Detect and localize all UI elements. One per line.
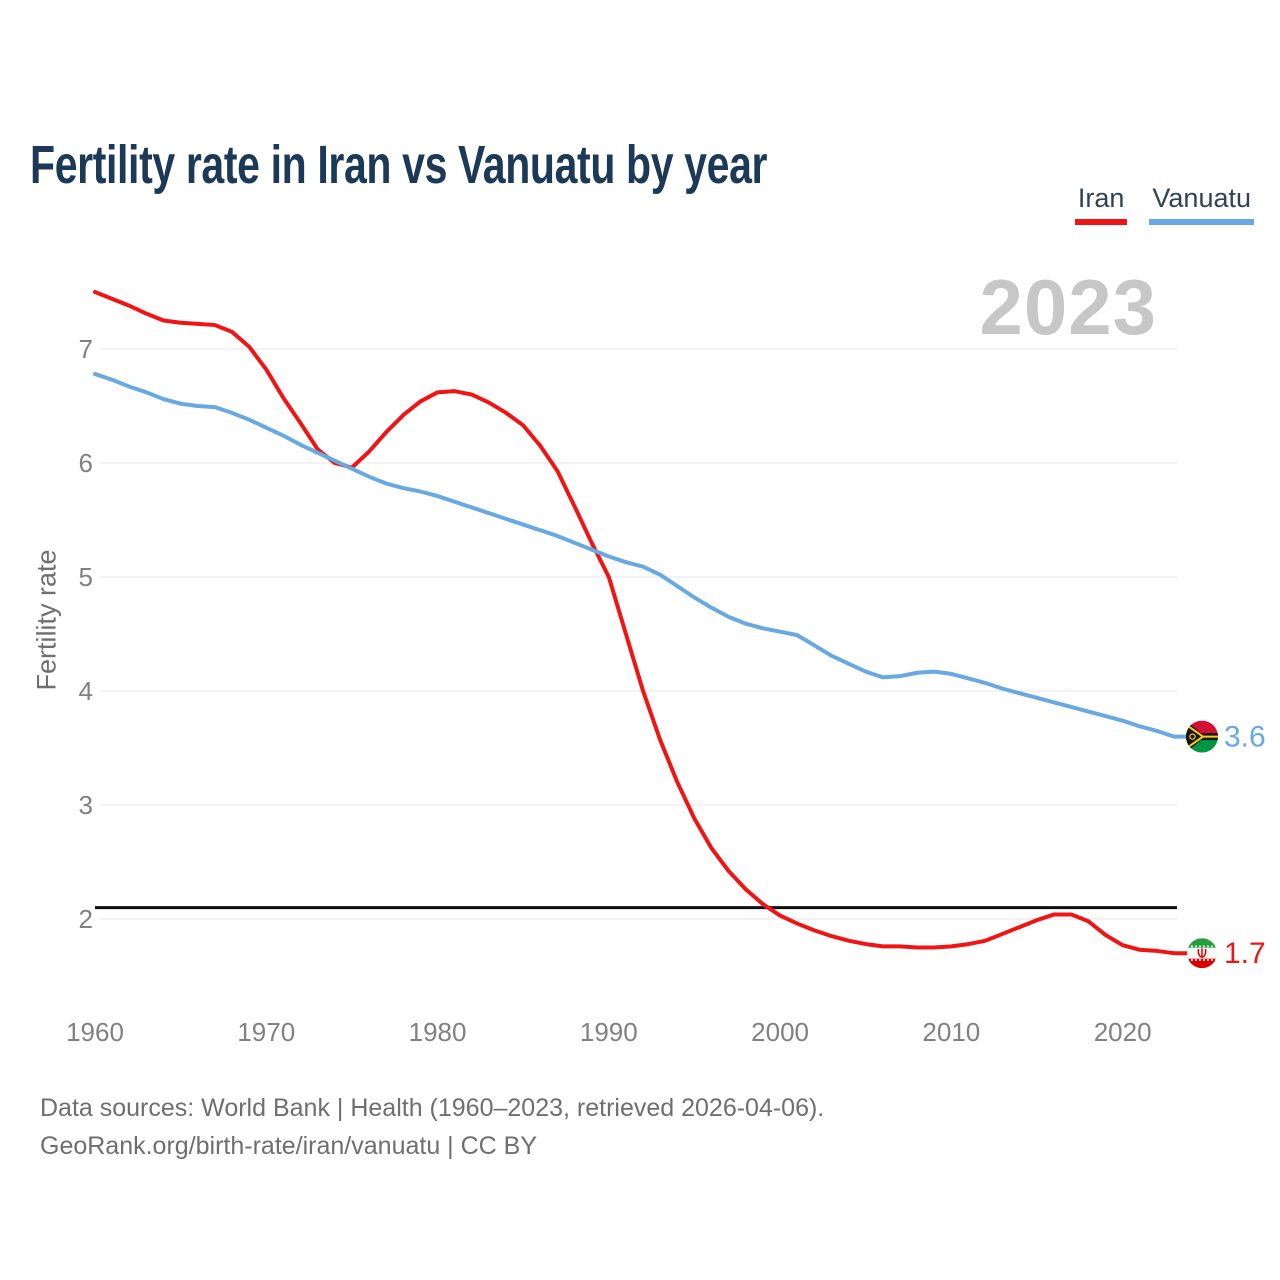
legend-item-vanuatu[interactable]: Vanuatu bbox=[1149, 183, 1254, 225]
legend-item-iran[interactable]: Iran bbox=[1074, 183, 1128, 225]
x-tick-2020: 2020 bbox=[1094, 1017, 1152, 1047]
y-tick-6: 6 bbox=[79, 448, 93, 478]
iran-flag-icon bbox=[1187, 938, 1217, 969]
x-tick-2000: 2000 bbox=[751, 1017, 809, 1047]
footer-license-line: GeoRank.org/birth-rate/iran/vanuatu | CC… bbox=[40, 1131, 538, 1160]
x-tick-1970: 1970 bbox=[237, 1017, 295, 1047]
y-tick-4: 4 bbox=[79, 676, 93, 706]
x-tick-1980: 1980 bbox=[409, 1017, 467, 1047]
y-tick-3: 3 bbox=[79, 790, 93, 820]
y-tick-2: 2 bbox=[79, 904, 93, 934]
line-vanuatu bbox=[93, 372, 1190, 739]
end-value-vanuatu: 3.6 bbox=[1224, 721, 1266, 754]
y-tick-7: 7 bbox=[79, 334, 93, 364]
y-axis-label: Fertility rate bbox=[31, 549, 62, 691]
end-value-iran: 1.7 bbox=[1224, 937, 1266, 970]
line-iran bbox=[93, 290, 1190, 956]
year-watermark: 2023 bbox=[979, 263, 1157, 351]
x-tick-2010: 2010 bbox=[922, 1017, 980, 1047]
vanuatu-flag-icon bbox=[1186, 720, 1218, 753]
page-title: Fertility rate in Iran vs Vanuatu by yea… bbox=[30, 135, 768, 196]
x-tick-1960: 1960 bbox=[66, 1017, 124, 1047]
footer-source-line: Data sources: World Bank | Health (1960–… bbox=[40, 1094, 825, 1122]
footer: Data sources: World Bank | Health (1960–… bbox=[40, 1090, 824, 1165]
x-tick-1990: 1990 bbox=[580, 1017, 638, 1047]
legend: Iran Vanuatu bbox=[1074, 183, 1254, 225]
y-tick-5: 5 bbox=[79, 562, 93, 592]
